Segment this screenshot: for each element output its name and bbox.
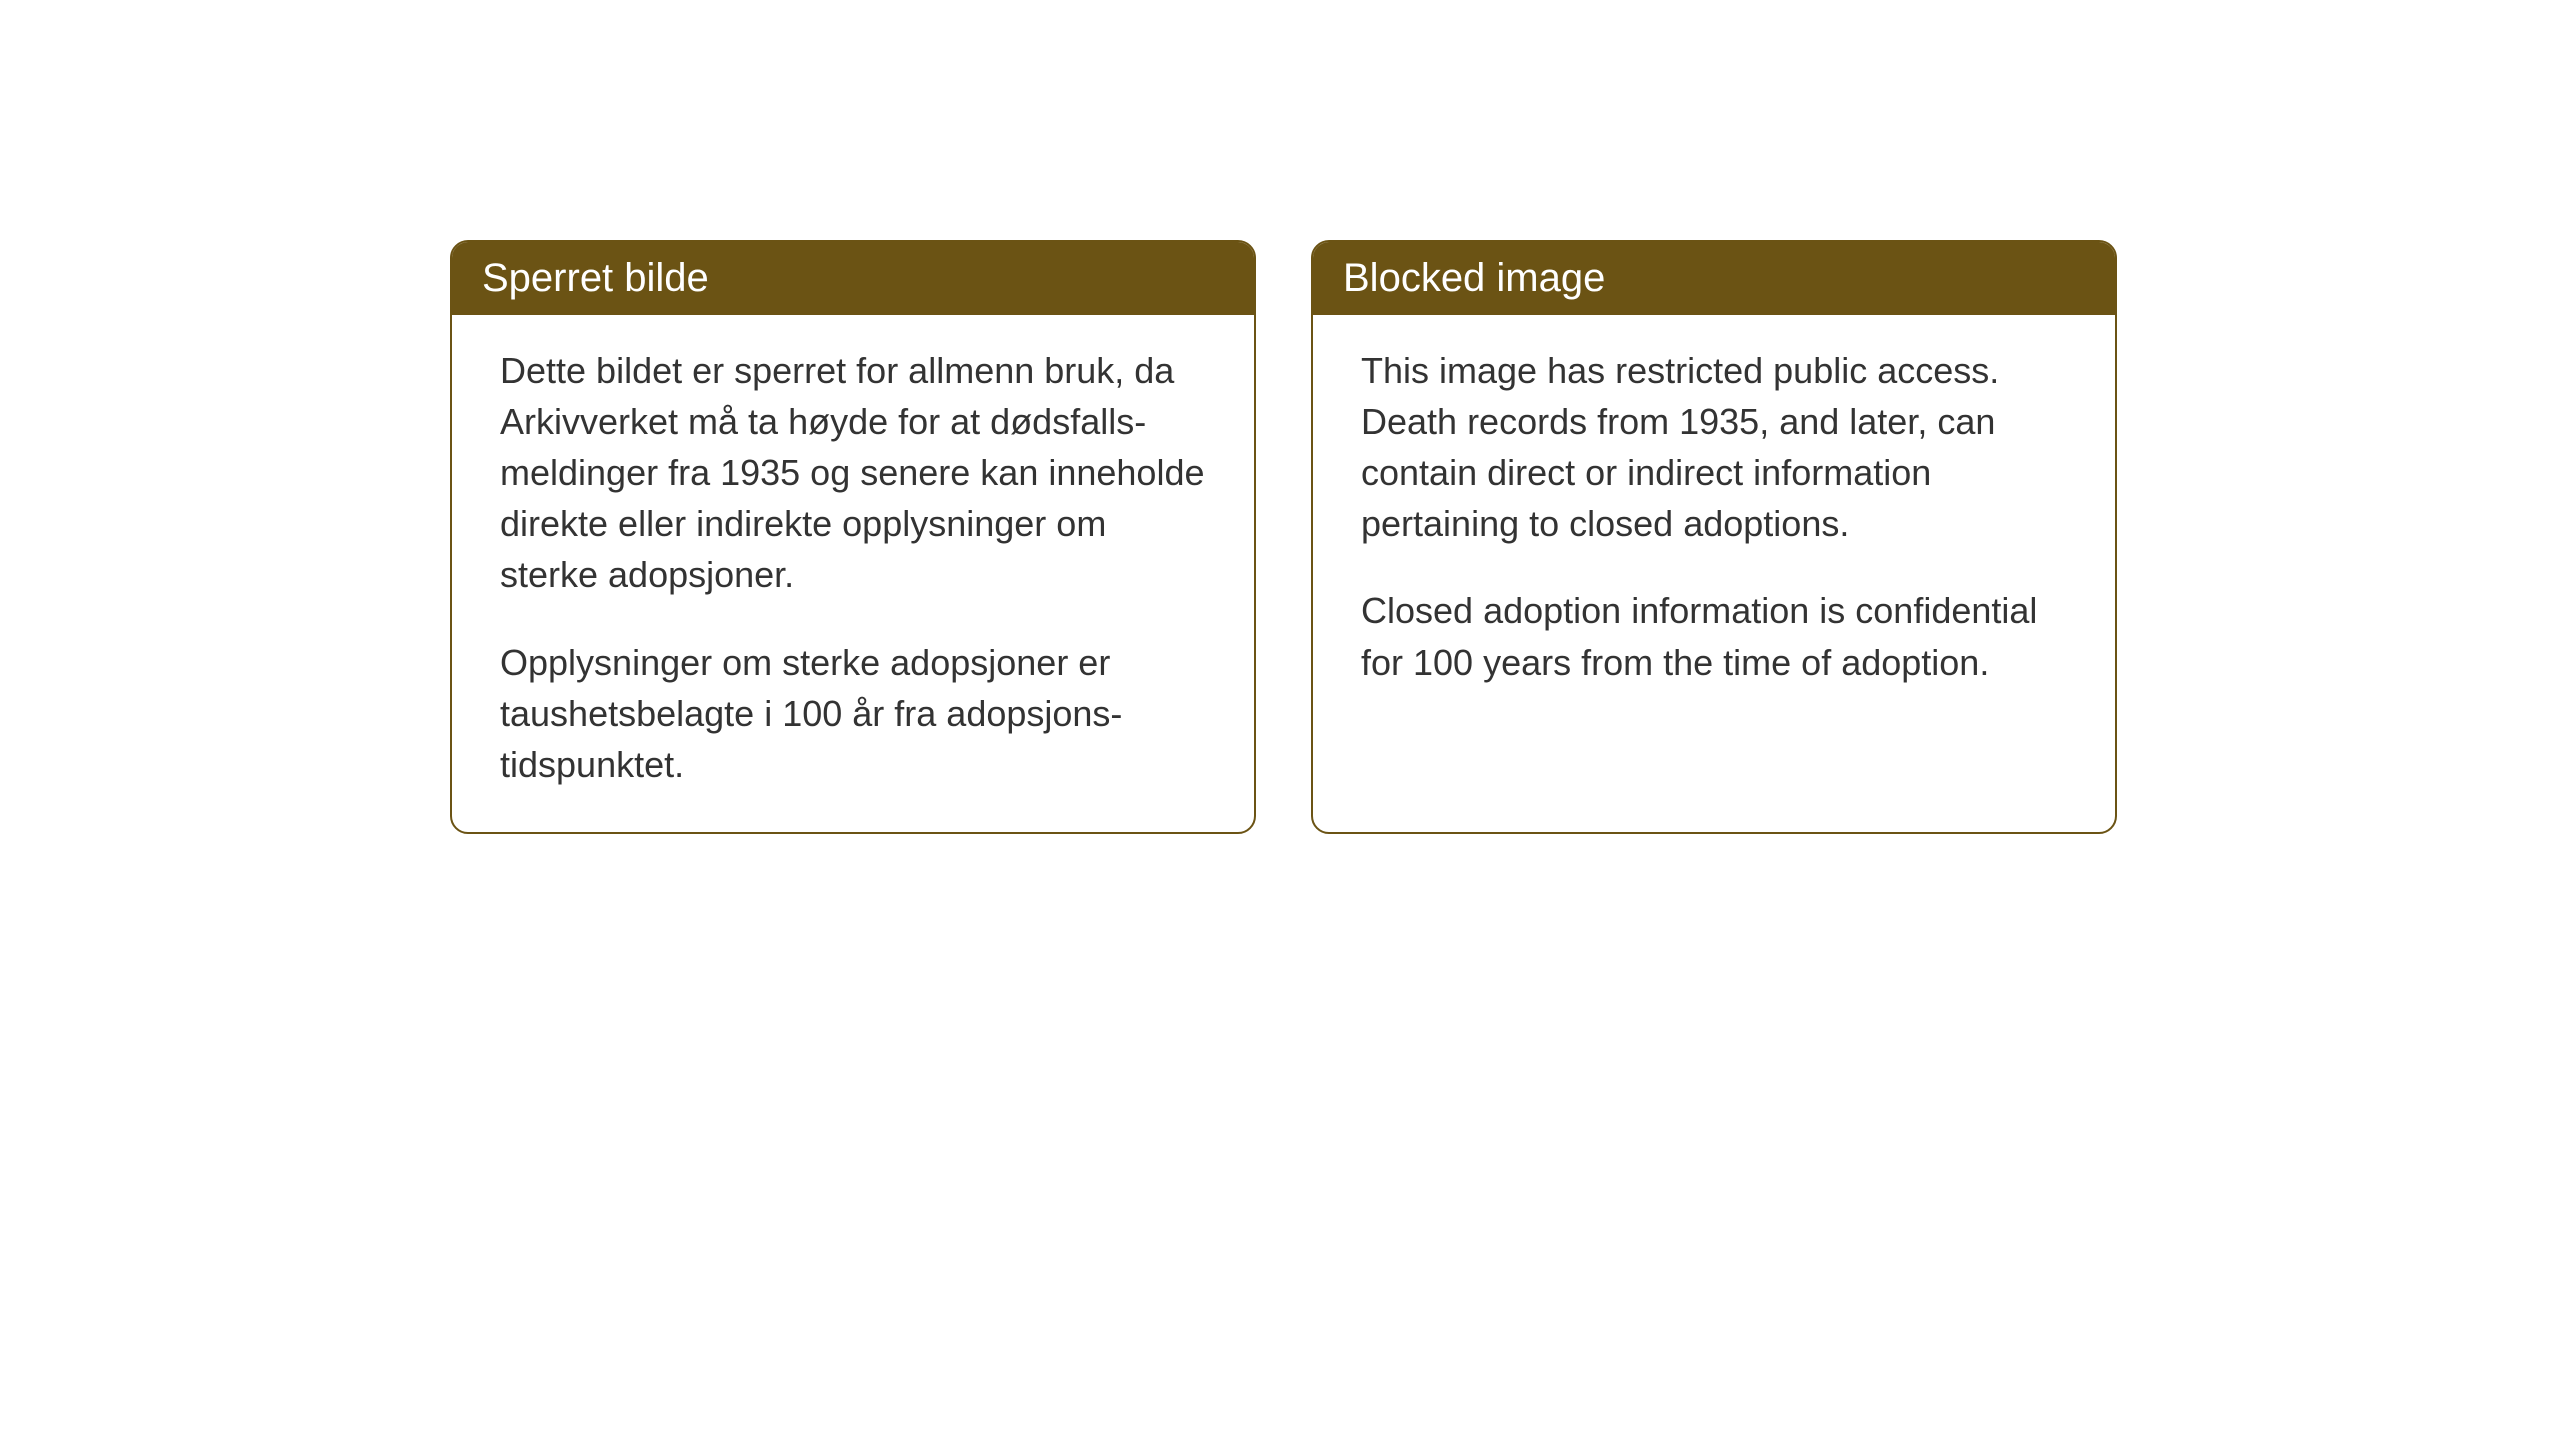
- card-body-norwegian: Dette bildet er sperret for allmenn bruk…: [452, 315, 1254, 832]
- card-title-norwegian: Sperret bilde: [482, 256, 709, 300]
- notice-cards-container: Sperret bilde Dette bildet er sperret fo…: [450, 240, 2117, 834]
- card-paragraph2-english: Closed adoption information is confident…: [1361, 585, 2067, 687]
- card-header-english: Blocked image: [1313, 242, 2115, 315]
- notice-card-norwegian: Sperret bilde Dette bildet er sperret fo…: [450, 240, 1256, 834]
- card-paragraph2-norwegian: Opplysninger om sterke adopsjoner er tau…: [500, 637, 1206, 790]
- card-header-norwegian: Sperret bilde: [452, 242, 1254, 315]
- notice-card-english: Blocked image This image has restricted …: [1311, 240, 2117, 834]
- card-paragraph1-norwegian: Dette bildet er sperret for allmenn bruk…: [500, 345, 1206, 601]
- card-body-english: This image has restricted public access.…: [1313, 315, 2115, 730]
- card-paragraph1-english: This image has restricted public access.…: [1361, 345, 2067, 549]
- card-title-english: Blocked image: [1343, 256, 1605, 300]
